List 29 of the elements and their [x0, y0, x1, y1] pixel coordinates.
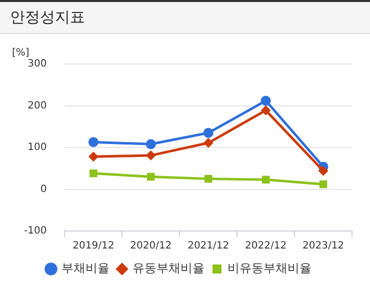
legend-label: 부채비율 [62, 261, 110, 276]
point [260, 96, 271, 106]
y-tick-label: 300 [28, 58, 47, 70]
point [88, 137, 98, 148]
point [88, 152, 98, 162]
point [262, 176, 270, 184]
legend-label: 비유동부채비율 [228, 261, 312, 276]
point [146, 150, 156, 160]
y-tick-label: 0 [40, 184, 47, 195]
x-tick-label: 2020/12 [130, 240, 172, 252]
point [260, 105, 271, 116]
y-axis-title: [%] [12, 48, 30, 59]
point [90, 169, 98, 178]
x-tick-label: 2019/12 [72, 240, 114, 252]
point [146, 139, 156, 150]
point [203, 128, 214, 138]
legend-label: 유동부채비율 [132, 261, 204, 276]
y-tick-label: 100 [28, 142, 47, 154]
y-tick-label: -100 [24, 226, 47, 237]
chart-title: 안정성지표 [0, 0, 370, 34]
y-tick-label: 200 [28, 100, 47, 112]
x-tick-label: 2022/12 [245, 240, 287, 252]
x-tick-label: 2023/12 [302, 240, 344, 252]
x-tick-label: 2021/12 [188, 240, 230, 252]
point [318, 166, 328, 176]
point [204, 174, 212, 183]
point [147, 172, 155, 181]
point [319, 180, 328, 188]
point [203, 138, 214, 148]
